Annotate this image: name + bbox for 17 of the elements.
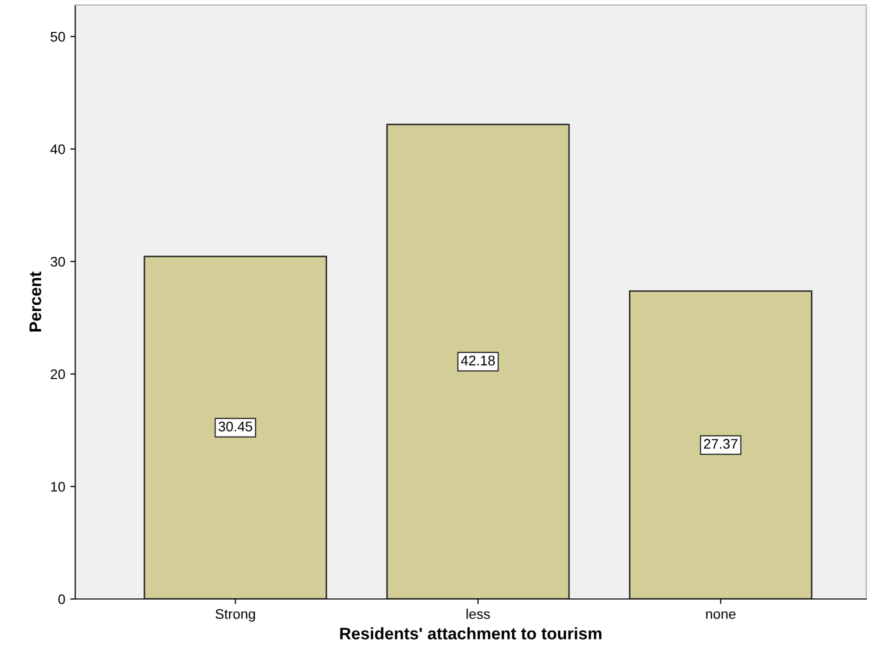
- y-tick-label: 50: [50, 32, 65, 42]
- bar: [628, 290, 812, 599]
- bar: [386, 124, 570, 599]
- y-tick-label: 20: [50, 369, 65, 380]
- data-label: 30.45: [218, 422, 252, 432]
- x-tick-label: none: [706, 611, 736, 619]
- data-label: 42.18: [460, 356, 495, 366]
- x-tick-label: less: [466, 608, 490, 619]
- y-tick-label: 10: [51, 482, 65, 492]
- y-axis-title: Percent: [30, 272, 42, 332]
- y-tick-label: 40: [50, 144, 65, 154]
- x-axis-title: Residents' attachment to tourism: [340, 627, 602, 640]
- data-label: 27.37: [704, 438, 738, 449]
- y-tick-label: 0: [58, 594, 65, 604]
- x-tick-label: Strong: [216, 609, 255, 622]
- y-tick-label: 30: [50, 256, 65, 267]
- bar: [144, 256, 328, 599]
